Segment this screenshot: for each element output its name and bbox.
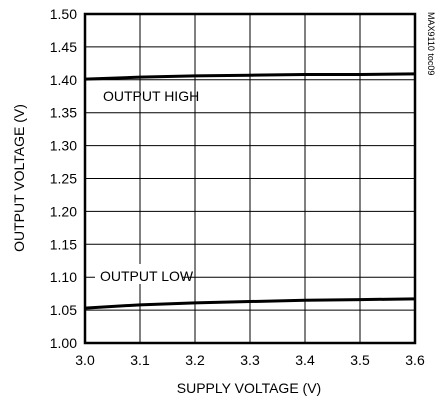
y-axis-title: OUTPUT VOLTAGE (V) [11,104,27,252]
y-tick-label: 1.25 [50,171,77,187]
x-tick-label: 3.2 [185,352,205,368]
x-tick-label: 3.1 [130,352,150,368]
x-tick-label: 3.6 [405,352,425,368]
x-axis-title: SUPPLY VOLTAGE (V) [177,380,321,396]
y-tick-label: 1.20 [50,203,77,219]
plot-frame [83,12,417,345]
series-line-output-low [84,297,416,310]
y-tick-label: 1.50 [50,6,77,22]
y-tick-label: 1.40 [50,72,77,88]
y-tick-label: 1.35 [50,105,77,121]
series-lines [84,72,416,310]
figure-id-label: MAX9110 toc09 [426,12,435,75]
y-tick-label: 1.30 [50,138,77,154]
x-tick-label: 3.0 [75,352,95,368]
annotation-output-low: OUTPUT LOW [100,268,194,284]
y-tick-label: 1.10 [50,269,77,285]
y-tick-label: 1.05 [50,302,77,318]
x-tick-label: 3.4 [295,352,315,368]
x-tick-label: 3.5 [350,352,370,368]
x-tick-label: 3.3 [240,352,260,368]
annotation-output-low-group: OUTPUT LOW [95,264,194,284]
annotation-output-low-background [95,264,182,284]
y-tick-label: 1.45 [50,39,77,55]
annotation-output-high: OUTPUT HIGH [103,88,199,104]
tick-labels: 1.00 1.05 1.10 1.15 1.20 1.25 1.30 1.35 1.40 1.45… [50,6,425,368]
grid [84,13,416,344]
series-line-output-high [84,72,416,81]
y-tick-label: 1.00 [50,335,77,351]
y-tick-label: 1.15 [50,236,77,252]
